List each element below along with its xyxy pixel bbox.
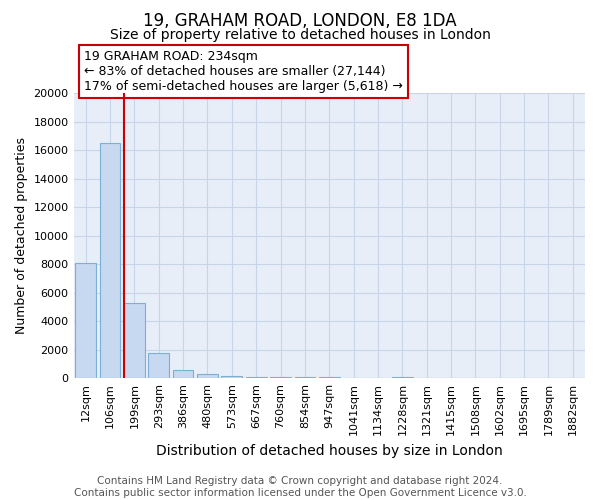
Text: Size of property relative to detached houses in London: Size of property relative to detached ho… <box>110 28 490 42</box>
Bar <box>270 377 291 378</box>
Bar <box>221 376 242 378</box>
Text: 19 GRAHAM ROAD: 234sqm
← 83% of detached houses are smaller (27,144)
17% of semi: 19 GRAHAM ROAD: 234sqm ← 83% of detached… <box>84 50 403 93</box>
Bar <box>100 143 121 378</box>
Bar <box>197 374 218 378</box>
X-axis label: Distribution of detached houses by size in London: Distribution of detached houses by size … <box>156 444 503 458</box>
Bar <box>148 352 169 378</box>
Bar <box>173 370 193 378</box>
Text: 19, GRAHAM ROAD, LONDON, E8 1DA: 19, GRAHAM ROAD, LONDON, E8 1DA <box>143 12 457 30</box>
Text: Contains HM Land Registry data © Crown copyright and database right 2024.
Contai: Contains HM Land Registry data © Crown c… <box>74 476 526 498</box>
Y-axis label: Number of detached properties: Number of detached properties <box>15 137 28 334</box>
Bar <box>246 377 266 378</box>
Bar <box>76 264 96 378</box>
Bar <box>124 302 145 378</box>
